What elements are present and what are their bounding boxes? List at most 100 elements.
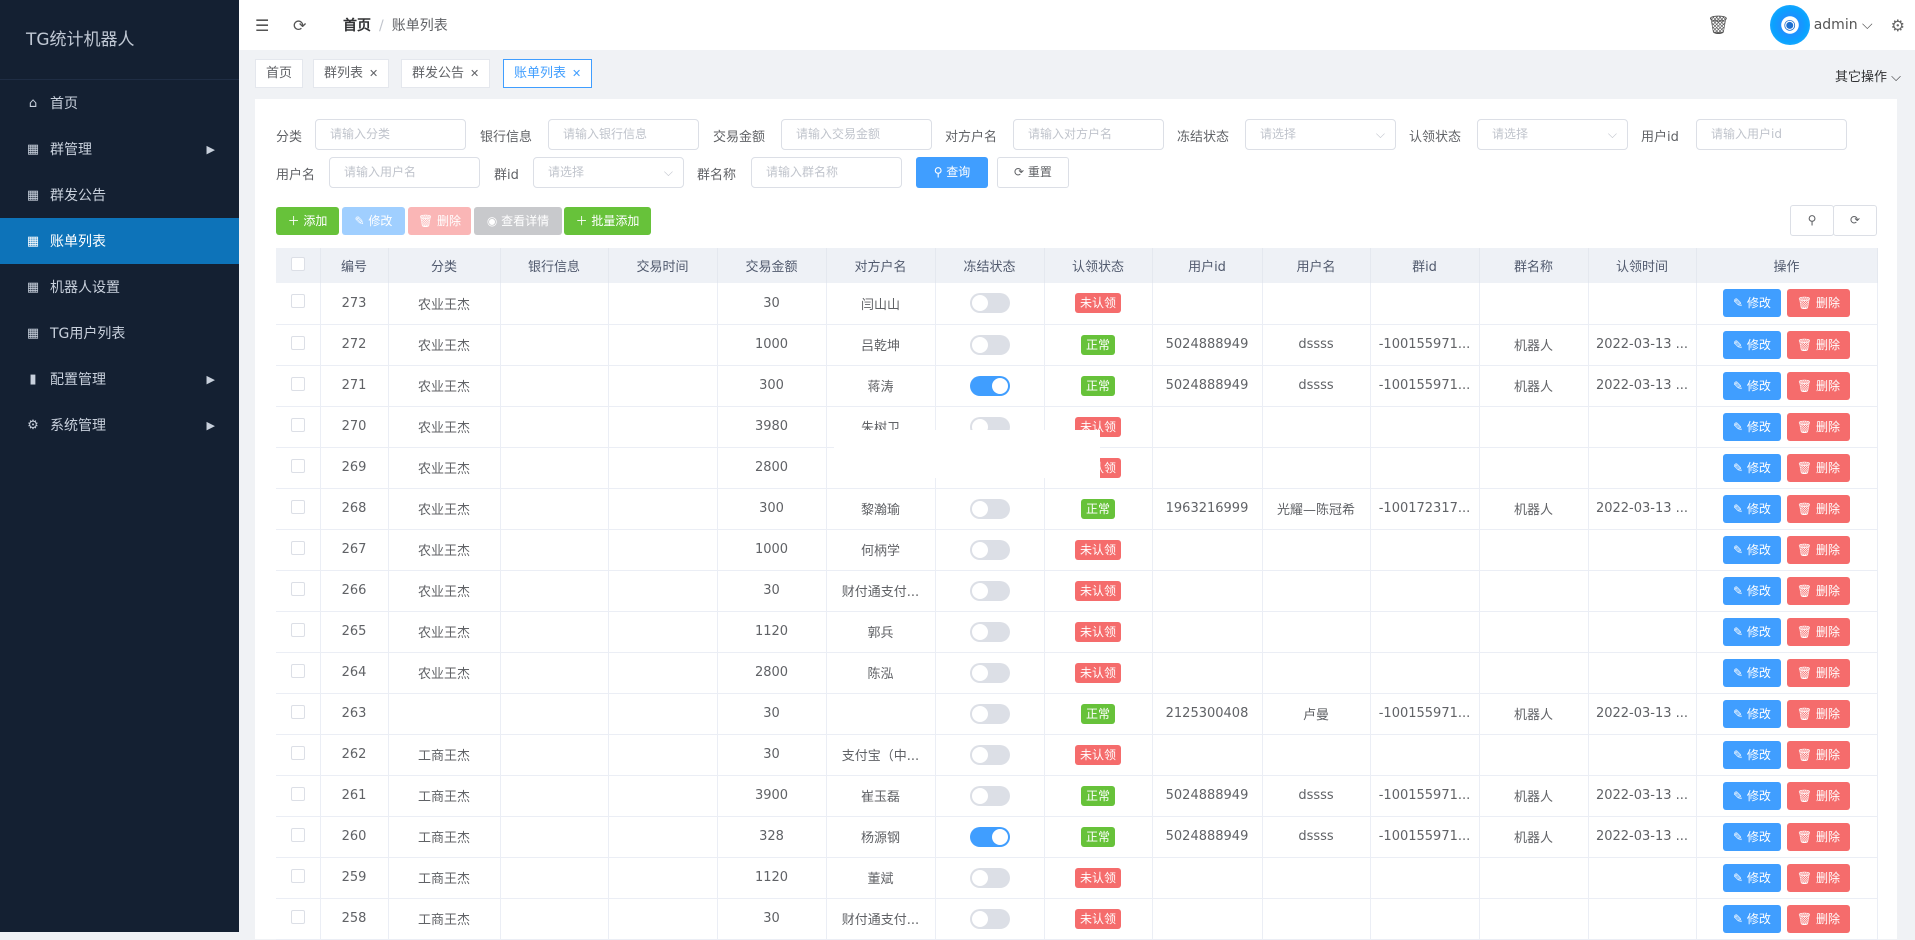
avatar[interactable]: ◉	[1769, 5, 1810, 45]
tag-bill-list[interactable]: 账单列表 ✕	[503, 59, 593, 88]
sidebar-item-0[interactable]: ⌂ 首页	[0, 80, 239, 126]
frozen-toggle[interactable]	[969, 580, 1010, 601]
row-checkbox[interactable]	[276, 652, 321, 694]
refresh-icon[interactable]: ⟳	[293, 15, 307, 35]
frozen-toggle[interactable]	[969, 293, 1010, 314]
row-checkbox[interactable]	[276, 365, 321, 407]
amount-input[interactable]: 请输入交易金额	[781, 119, 932, 150]
counterparty-input[interactable]: 请输入对方户名	[1013, 119, 1164, 150]
row-checkbox[interactable]	[276, 570, 321, 612]
row-checkbox[interactable]	[276, 283, 321, 325]
row-checkbox[interactable]	[276, 775, 321, 817]
row-edit-button[interactable]: ✎ 修改	[1723, 289, 1781, 318]
other-operations-dropdown[interactable]: 其它操作 ⌵	[1834, 70, 1901, 85]
row-delete-button[interactable]: 🗑 删除	[1786, 289, 1850, 318]
row-edit-button[interactable]: ✎ 修改	[1723, 330, 1781, 359]
userid-input[interactable]: 请输入用户id	[1696, 119, 1847, 150]
row-checkbox[interactable]	[276, 898, 321, 940]
frozen-toggle[interactable]	[969, 867, 1010, 888]
claim-select[interactable]: 请选择 ⌵	[1477, 119, 1628, 150]
toggle-search-button[interactable]: ⚲	[1790, 205, 1834, 236]
row-edit-button[interactable]: ✎ 修改	[1723, 412, 1781, 441]
row-checkbox[interactable]	[276, 406, 321, 448]
groupname-input[interactable]: 请输入群名称	[751, 157, 902, 188]
row-checkbox[interactable]	[276, 488, 321, 530]
row-edit-button[interactable]: ✎ 修改	[1723, 781, 1781, 810]
row-edit-button[interactable]: ✎ 修改	[1723, 371, 1781, 400]
row-delete-button[interactable]: 🗑 删除	[1786, 699, 1850, 728]
search-button[interactable]: ⚲ 查询	[916, 157, 988, 188]
delete-button[interactable]: 🗑 删除	[408, 207, 471, 235]
frozen-toggle[interactable]	[969, 621, 1010, 642]
row-edit-button[interactable]: ✎ 修改	[1723, 453, 1781, 482]
tag-group-list[interactable]: 群列表 ✕	[313, 59, 390, 88]
frozen-toggle[interactable]	[969, 744, 1010, 765]
row-delete-button[interactable]: 🗑 删除	[1786, 658, 1850, 687]
breadcrumb-home[interactable]: 首页	[343, 18, 371, 34]
groupid-select[interactable]: 请选择 ⌵	[533, 157, 684, 188]
select-all-checkbox[interactable]	[276, 248, 321, 283]
reset-button[interactable]: ⟳ 重置	[997, 157, 1069, 188]
user-menu[interactable]: admin ⌵	[1813, 17, 1873, 33]
frozen-toggle[interactable]	[969, 375, 1010, 396]
row-delete-button[interactable]: 🗑 删除	[1786, 494, 1850, 523]
row-edit-button[interactable]: ✎ 修改	[1723, 863, 1781, 892]
row-edit-button[interactable]: ✎ 修改	[1723, 576, 1781, 605]
settings-gear-icon[interactable]: ⚙	[1890, 15, 1905, 35]
add-button[interactable]: ＋ 添加	[276, 207, 339, 235]
sidebar-item-2[interactable]: ▦ 群发公告	[0, 172, 239, 218]
row-checkbox[interactable]	[276, 734, 321, 776]
row-delete-button[interactable]: 🗑 删除	[1786, 822, 1850, 851]
row-delete-button[interactable]: 🗑 删除	[1786, 863, 1850, 892]
sidebar-item-6[interactable]: ▮ 配置管理 ▶	[0, 356, 239, 402]
row-checkbox[interactable]	[276, 529, 321, 571]
category-input[interactable]: 请输入分类	[315, 119, 466, 150]
row-checkbox[interactable]	[276, 447, 321, 489]
row-delete-button[interactable]: 🗑 删除	[1786, 740, 1850, 769]
row-checkbox[interactable]	[276, 611, 321, 653]
row-checkbox[interactable]	[276, 693, 321, 735]
collapse-menu-icon[interactable]: ☰	[255, 15, 270, 35]
row-delete-button[interactable]: 🗑 删除	[1786, 535, 1850, 564]
row-delete-button[interactable]: 🗑 删除	[1786, 576, 1850, 605]
tag-home[interactable]: 首页	[255, 59, 304, 88]
trash-icon[interactable]: 🗑	[1706, 14, 1730, 36]
sidebar-item-4[interactable]: ▦ 机器人设置	[0, 264, 239, 310]
sidebar-item-5[interactable]: ▦ TG用户列表	[0, 310, 239, 356]
view-detail-button[interactable]: ◉ 查看详情	[474, 207, 562, 235]
scrollbar[interactable]	[1899, 99, 1915, 932]
row-delete-button[interactable]: 🗑 删除	[1786, 371, 1850, 400]
refresh-table-button[interactable]: ⟳	[1833, 205, 1877, 236]
frozen-select[interactable]: 请选择 ⌵	[1245, 119, 1396, 150]
row-delete-button[interactable]: 🗑 删除	[1786, 781, 1850, 810]
edit-button[interactable]: ✎ 修改	[342, 207, 405, 235]
sidebar-item-3[interactable]: ▦ 账单列表	[0, 218, 239, 264]
close-icon[interactable]: ✕	[369, 67, 379, 80]
sidebar-item-7[interactable]: ⚙ 系统管理 ▶	[0, 402, 239, 448]
row-checkbox[interactable]	[276, 324, 321, 366]
frozen-toggle[interactable]	[969, 498, 1010, 519]
frozen-toggle[interactable]	[969, 908, 1010, 929]
row-delete-button[interactable]: 🗑 删除	[1786, 453, 1850, 482]
frozen-toggle[interactable]	[969, 662, 1010, 683]
row-edit-button[interactable]: ✎ 修改	[1723, 494, 1781, 523]
row-delete-button[interactable]: 🗑 删除	[1786, 330, 1850, 359]
frozen-toggle[interactable]	[969, 334, 1010, 355]
row-delete-button[interactable]: 🗑 删除	[1786, 617, 1850, 646]
row-edit-button[interactable]: ✎ 修改	[1723, 904, 1781, 933]
row-delete-button[interactable]: 🗑 删除	[1786, 904, 1850, 933]
bank-input[interactable]: 请输入银行信息	[548, 119, 699, 150]
row-edit-button[interactable]: ✎ 修改	[1723, 740, 1781, 769]
close-icon[interactable]: ✕	[470, 67, 480, 80]
row-checkbox[interactable]	[276, 857, 321, 899]
frozen-toggle[interactable]	[969, 703, 1010, 724]
sidebar-item-1[interactable]: ▦ 群管理 ▶	[0, 126, 239, 172]
row-edit-button[interactable]: ✎ 修改	[1723, 617, 1781, 646]
row-edit-button[interactable]: ✎ 修改	[1723, 822, 1781, 851]
username-input[interactable]: 请输入用户名	[329, 157, 480, 188]
row-edit-button[interactable]: ✎ 修改	[1723, 535, 1781, 564]
row-edit-button[interactable]: ✎ 修改	[1723, 658, 1781, 687]
frozen-toggle[interactable]	[969, 826, 1010, 847]
batch-add-button[interactable]: ＋ 批量添加	[564, 207, 651, 235]
tag-broadcast[interactable]: 群发公告 ✕	[401, 59, 491, 88]
